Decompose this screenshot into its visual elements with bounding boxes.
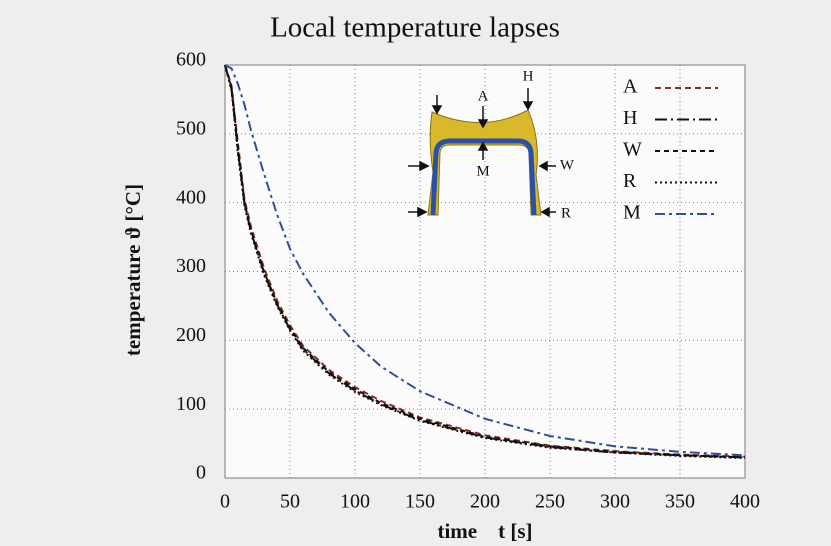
diagram-label: R [561, 205, 571, 221]
legend-label: R [623, 170, 637, 192]
y-tick-label: 0 [196, 462, 206, 484]
diagram-label: W [560, 157, 575, 173]
line-series [224, 64, 746, 458]
diagram-label: H [523, 68, 534, 84]
diagram-label: A [478, 88, 489, 104]
x-tick-label: 150 [405, 491, 435, 513]
legend-label: A [623, 76, 638, 98]
y-tick-label: 600 [176, 49, 206, 71]
diagram-label: M [476, 163, 489, 179]
y-axis-label: temperature ϑ [°C] [121, 184, 145, 356]
x-tick-label: 50 [280, 491, 300, 513]
x-tick-label: 300 [600, 491, 630, 513]
x-tick-label: 350 [665, 491, 695, 513]
x-tick-label: 400 [730, 491, 760, 513]
legend-label: W [623, 139, 642, 161]
y-tick-label: 400 [176, 186, 206, 208]
y-tick-label: 100 [176, 393, 206, 415]
x-tick-label: 250 [535, 491, 565, 513]
line-series [224, 64, 746, 457]
line-series [224, 64, 746, 460]
y-tick-label: 200 [176, 324, 206, 346]
x-axis-label: time t [s] [437, 519, 532, 543]
legend-label: H [623, 107, 637, 129]
profile-tool [430, 138, 537, 216]
y-tick-label: 500 [176, 117, 206, 139]
legend-label: M [623, 202, 641, 224]
x-tick-label: 0 [220, 491, 230, 513]
x-tick-label: 100 [340, 491, 370, 513]
x-tick-label: 200 [470, 491, 500, 513]
arrows [408, 88, 556, 218]
y-tick-label: 300 [176, 255, 206, 277]
inset-diagram [408, 88, 556, 218]
chart-title: Local temperature lapses [270, 12, 560, 44]
